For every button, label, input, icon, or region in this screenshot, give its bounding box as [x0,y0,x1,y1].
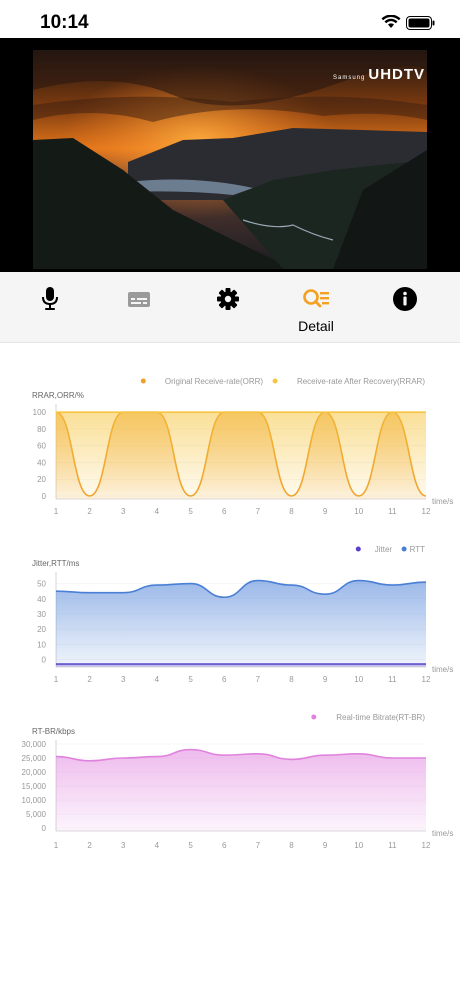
y-tick-label: 30 [37,610,46,619]
legend-swatch [355,546,361,552]
y-axis-label: RT-BR/kbps [32,727,75,736]
info-icon [393,287,417,311]
microphone-button[interactable] [30,286,70,326]
x-tick-label: 12 [422,507,431,516]
microphone-icon [42,287,58,310]
x-tick-label: 5 [188,841,193,850]
y-tick-label: 100 [33,408,47,417]
x-tick-label: 4 [155,675,160,684]
y-tick-label: 30,000 [22,740,47,749]
x-tick-label: 10 [354,675,363,684]
y-tick-label: 10 [37,640,46,649]
x-tick-label: 7 [256,507,261,516]
x-tick-label: 4 [155,507,160,516]
battery-icon [406,16,435,30]
y-tick-label: 20,000 [22,768,47,777]
bitrate-chart: Real-time Bitrate(RT-BR) RT-BR/kbps 0 5,000… [22,713,454,850]
y-tick-label: 0 [42,492,47,501]
x-tick-label: 2 [87,675,92,684]
x-tick-label: 3 [121,507,126,516]
x-tick-label: 6 [222,841,227,850]
x-tick-label: 4 [155,841,160,850]
x-tick-label: 8 [289,841,294,850]
x-tick-label: 6 [222,675,227,684]
x-axis-label: time/s [432,665,453,674]
detail-button[interactable] [296,286,336,326]
x-axis-label: time/s [432,497,453,506]
x-tick-label: 12 [422,675,431,684]
x-tick-label: 6 [222,507,227,516]
y-tick-label: 60 [37,442,46,451]
y-tick-label: 15,000 [22,782,47,791]
y-tick-label: 0 [42,824,47,833]
y-tick-label: 20 [37,475,46,484]
receive-rate-chart: Receive-rate After Recovery(RRAR) Origina… [32,377,453,516]
y-tick-label: 40 [37,595,46,604]
video-landscape-image [33,50,427,269]
legend-swatch [311,714,317,720]
legend-label: Receive-rate After Recovery(RRAR) [297,377,425,386]
uhdtv-watermark: Samsung UHDTV [333,66,426,83]
subtitles-button[interactable] [119,286,159,326]
x-tick-label: 12 [422,841,431,850]
x-tick-label: 1 [54,841,59,850]
y-tick-label: 0 [42,655,47,664]
x-tick-label: 5 [188,507,193,516]
x-tick-label: 10 [354,841,363,850]
x-tick-label: 3 [121,675,126,684]
y-axis-label: RRAR,ORR/% [32,391,84,400]
subtitles-icon [128,292,150,307]
series-area [56,412,426,499]
legend-label: Original Receive-rate(ORR) [165,377,264,386]
y-tick-label: 80 [37,425,46,434]
x-tick-label: 2 [87,507,92,516]
detail-label: Detail [298,318,334,334]
series-area [56,749,426,831]
x-tick-label: 9 [323,841,328,850]
x-tick-label: 2 [87,841,92,850]
series-area [56,580,426,667]
y-tick-label: 40 [37,458,46,467]
y-tick-label: 10,000 [22,796,47,805]
y-tick-label: 20 [37,625,46,634]
y-tick-label: 50 [37,580,46,589]
x-tick-label: 10 [354,507,363,516]
x-tick-label: 11 [388,841,397,850]
video-player[interactable]: Samsung UHDTV [0,38,460,272]
x-tick-label: 9 [323,507,328,516]
x-tick-label: 1 [54,675,59,684]
y-tick-label: 25,000 [22,754,47,763]
gear-icon [217,288,239,310]
x-tick-label: 5 [188,675,193,684]
x-tick-label: 8 [289,675,294,684]
x-axis-label: time/s [432,829,453,838]
legend-label: Jitter [375,545,393,554]
legend-swatch [140,378,146,384]
x-tick-label: 9 [323,675,328,684]
info-button[interactable] [385,286,425,326]
x-tick-label: 7 [256,675,261,684]
x-tick-label: 8 [289,507,294,516]
x-tick-label: 3 [121,841,126,850]
series-line [55,579,427,599]
control-toolbar: Detail [0,272,460,343]
status-bar: 10:14 [0,0,460,38]
x-tick-label: 1 [54,507,59,516]
video-frame[interactable]: Samsung UHDTV [33,50,427,269]
x-tick-label: 11 [388,675,397,684]
y-axis-label: Jitter,RTT/ms [32,559,79,568]
legend-label: RTT [410,545,426,554]
x-tick-label: 11 [388,507,397,516]
series-line [55,748,426,762]
status-time: 10:14 [40,12,89,33]
wifi-icon [381,15,401,28]
detail-search-icon [303,289,329,308]
legend-swatch [401,546,407,552]
x-tick-label: 7 [256,841,261,850]
legend-label: Real-time Bitrate(RT-BR) [336,713,425,722]
legend-swatch [272,378,278,384]
settings-button[interactable] [208,286,248,326]
y-tick-label: 5,000 [26,810,47,819]
